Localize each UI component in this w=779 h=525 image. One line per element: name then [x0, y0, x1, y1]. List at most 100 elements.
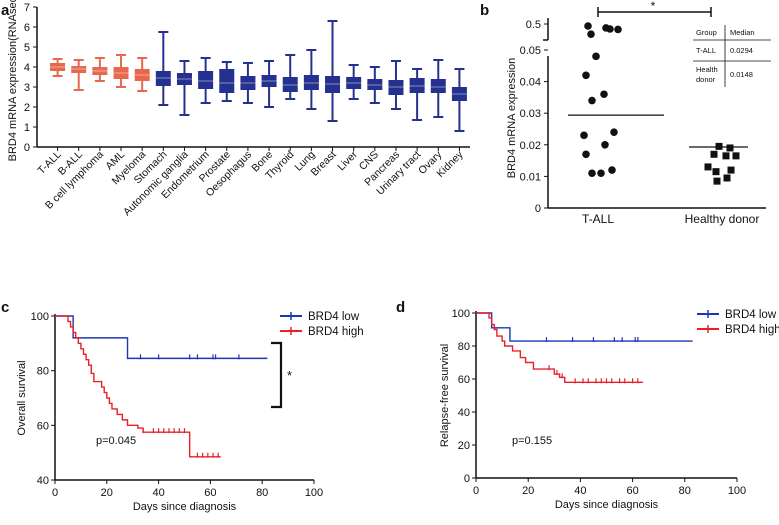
y-tick-label: 6: [24, 22, 30, 34]
point-t-all: [610, 128, 618, 136]
y-tick-label: 0.01: [520, 171, 541, 183]
point-healthy-donor: [712, 168, 720, 176]
table-cell: donor: [696, 75, 716, 84]
point-healthy-donor: [726, 144, 734, 152]
x-tick-label: 0: [52, 487, 58, 499]
y-tick-label: 0.02: [520, 140, 541, 152]
point-healthy-donor: [732, 152, 740, 160]
y-tick-label: 100: [452, 308, 470, 320]
box-endometrium: [198, 71, 214, 89]
panel-b-scatter: 0 0.01 0.02 0.03 0.04 0.05 0.5 BRD4 mRNA expres…: [506, 0, 771, 226]
category-label: Healthy donor: [685, 212, 760, 226]
x-tick-label: 100: [728, 485, 746, 497]
y-axis-label: BRD4 mRNA expression(RNAseq): [7, 0, 19, 161]
x-tick-label: 20: [522, 485, 534, 497]
point-t-all: [592, 52, 600, 61]
table-cell: 0.0148: [730, 70, 753, 79]
box-lung: [303, 75, 319, 90]
p-value: p=0.155: [512, 435, 552, 447]
point-healthy-donor: [704, 163, 712, 171]
y-tick-label: 80: [37, 366, 49, 378]
y-tick-label: 100: [31, 311, 49, 323]
point-t-all: [580, 131, 588, 140]
box-b-all: [71, 66, 87, 73]
point-t-all: [608, 166, 616, 174]
y-tick-label: 20: [458, 440, 470, 452]
y-tick-label: 5: [24, 42, 30, 54]
table-cell: Health: [696, 65, 718, 74]
x-axis-label: Days since diagnosis: [555, 499, 659, 511]
category-label: Liver: [335, 148, 360, 173]
panel-d-survival: 0 20 40 60 80 100 0 20 40 60 80 100 Days since diagn…: [439, 308, 779, 511]
point-healthy-donor: [713, 177, 721, 185]
x-tick-label: 40: [152, 487, 164, 499]
significance-star: *: [287, 368, 292, 383]
significance-bracket: [271, 341, 283, 409]
point-healthy-donor: [723, 174, 731, 182]
y-tick-label: 7: [24, 2, 30, 14]
y-tick-label: 0.04: [520, 77, 541, 89]
y-tick-label: 0: [24, 142, 30, 154]
box-urinary-tract: [409, 78, 425, 93]
point-healthy-donor: [727, 166, 735, 174]
x-tick-label: 60: [204, 487, 216, 499]
y-tick-label: 40: [37, 475, 49, 487]
box-ovary: [430, 79, 446, 93]
point-t-all: [601, 141, 609, 149]
point-t-all: [602, 24, 610, 32]
y-tick-label: 4: [24, 62, 30, 74]
y-tick-label: 60: [37, 420, 49, 432]
curve-brd4-high: [476, 312, 644, 383]
box-prostate: [219, 69, 235, 93]
legend-label-brd4-low: BRD4 low: [725, 309, 777, 321]
p-value: p=0.045: [96, 435, 136, 447]
y-tick-label: 0: [464, 473, 470, 485]
table-header: Median: [730, 28, 755, 37]
x-tick-label: 20: [101, 487, 113, 499]
point-t-all: [584, 22, 592, 30]
point-t-all: [588, 96, 596, 105]
y-tick-label: 40: [458, 407, 470, 419]
y-tick-label: 2: [24, 102, 30, 114]
x-tick-label: 0: [473, 485, 479, 497]
y-tick-label: 0: [535, 203, 541, 215]
box-breast: [325, 76, 341, 93]
y-tick-label: 1: [24, 122, 30, 134]
y-axis-label: Relapse-free survival: [439, 344, 451, 447]
curve-brd4-low: [55, 315, 268, 360]
box-cns: [367, 79, 383, 90]
point-healthy-donor: [710, 150, 718, 158]
point-healthy-donor: [722, 152, 730, 160]
significance-star: *: [651, 0, 656, 13]
box-thyroid: [282, 77, 298, 92]
y-axis-label: BRD4 mRNA expression: [506, 58, 518, 178]
legend-label-brd4-low: BRD4 low: [308, 311, 360, 323]
panel-letter-c: c: [1, 299, 9, 316]
table-cell: T-ALL: [696, 46, 716, 55]
point-t-all: [582, 71, 590, 80]
point-t-all: [614, 25, 622, 34]
curve-brd4-low: [476, 312, 693, 342]
panel-c-survival: 40 60 80 100 0 20 40 60 80 100 Days since diagnosi…: [16, 311, 364, 513]
legend-label-brd4-high: BRD4 high: [308, 326, 364, 338]
point-t-all: [582, 150, 590, 159]
point-t-all: [587, 30, 595, 38]
panel-letter-d: d: [396, 299, 405, 316]
category-label: T-ALL: [582, 212, 614, 226]
x-axis-label: Days since diagnosis: [133, 501, 237, 513]
y-tick-label: 80: [458, 341, 470, 353]
y-tick-label: 3: [24, 82, 30, 94]
table-header: Group: [696, 28, 717, 37]
box-pancreas: [388, 80, 404, 95]
x-tick-label: 60: [626, 485, 638, 497]
point-healthy-donor: [715, 142, 723, 150]
x-tick-label: 80: [256, 487, 268, 499]
y-tick-label: 0.03: [520, 108, 541, 120]
panel-letter-b: b: [480, 2, 489, 19]
point-t-all: [600, 90, 608, 99]
box-stomach: [155, 71, 171, 86]
table-cell: 0.0294: [730, 46, 753, 55]
point-t-all: [597, 169, 605, 178]
x-tick-label: 40: [574, 485, 586, 497]
